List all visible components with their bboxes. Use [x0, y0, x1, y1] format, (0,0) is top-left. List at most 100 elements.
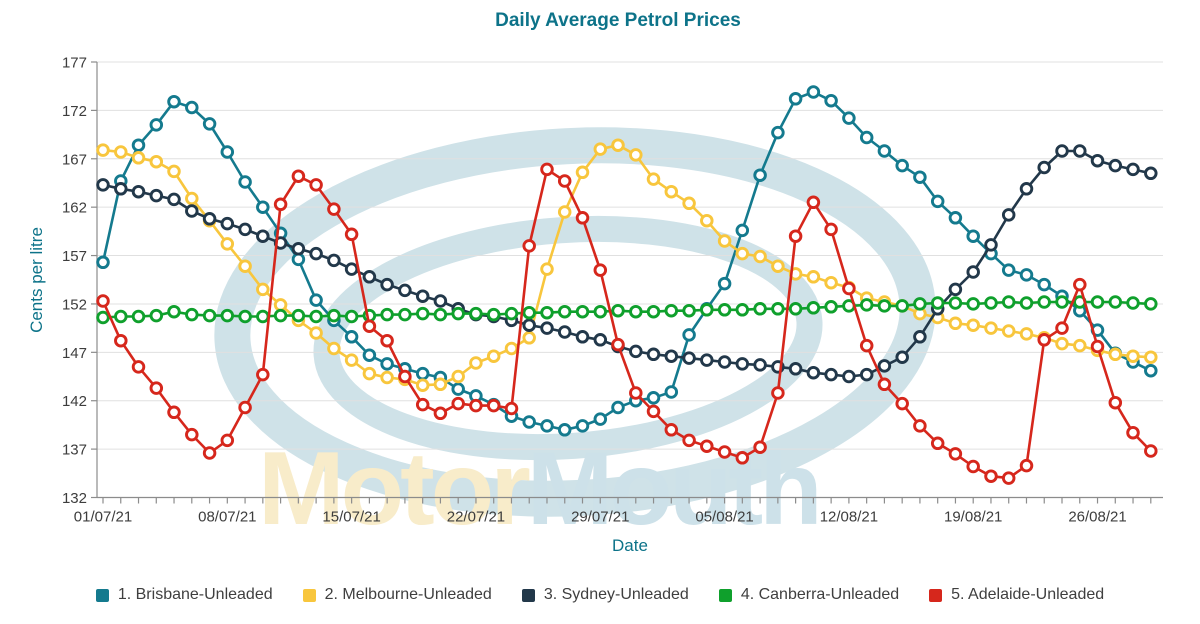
- data-point: [717, 276, 732, 291]
- data-point: [575, 330, 590, 344]
- data-point: [682, 196, 696, 211]
- data-point: [717, 355, 732, 369]
- data-point: [682, 328, 696, 342]
- y-tick-label: 132: [62, 490, 87, 507]
- data-point: [486, 398, 501, 413]
- data-point: [735, 303, 750, 317]
- data-point: [788, 302, 803, 316]
- x-tick-label: 29/07/21: [571, 509, 629, 526]
- data-point: [220, 216, 235, 231]
- data-point: [966, 265, 980, 279]
- data-point: [948, 282, 963, 297]
- data-point: [185, 100, 199, 115]
- data-point: [771, 302, 785, 316]
- data-point: [1019, 268, 1034, 282]
- data-point: [1090, 339, 1105, 354]
- data-point: [415, 397, 430, 412]
- data-point: [486, 349, 501, 363]
- data-point: [433, 377, 448, 392]
- data-point: [877, 144, 892, 158]
- legend-item-canberra[interactable]: 4. Canberra-Unleaded: [718, 586, 899, 604]
- data-point: [380, 357, 394, 371]
- legend-item-sydney[interactable]: 3. Sydney-Unleaded: [521, 586, 689, 604]
- data-point: [469, 398, 483, 413]
- data-point: [1019, 327, 1034, 341]
- data-point: [1108, 395, 1123, 410]
- data-point: [735, 246, 750, 261]
- data-point: [948, 316, 963, 331]
- data-point: [309, 293, 323, 307]
- data-point: [629, 344, 643, 359]
- legend-item-adelaide[interactable]: 5. Adelaide-Unleaded: [929, 586, 1104, 604]
- data-point: [327, 253, 341, 268]
- data-point: [451, 306, 465, 321]
- y-tick-label: 137: [62, 442, 87, 459]
- data-point: [1019, 458, 1034, 473]
- data-point: [238, 259, 252, 273]
- data-point: [664, 385, 679, 399]
- data-point: [646, 172, 661, 186]
- data-point: [309, 246, 323, 261]
- data-point: [185, 307, 199, 322]
- data-point: [575, 419, 590, 433]
- data-point: [629, 148, 643, 162]
- data-point: [415, 378, 430, 392]
- data-point: [273, 308, 288, 323]
- data-point: [238, 309, 252, 324]
- data-point: [504, 341, 519, 356]
- data-point: [344, 353, 359, 367]
- data-point: [114, 333, 128, 348]
- data-point: [700, 303, 714, 317]
- data-point: [486, 307, 501, 322]
- data-point: [238, 222, 252, 237]
- data-point: [806, 195, 821, 210]
- data-point: [540, 305, 554, 320]
- data-point: [1090, 295, 1105, 309]
- data-point: [824, 300, 838, 314]
- data-point: [327, 341, 341, 356]
- x-tick-label: 01/07/21: [74, 509, 132, 526]
- data-point: [753, 168, 767, 182]
- data-point: [131, 360, 146, 374]
- data-point: [362, 270, 377, 284]
- data-point: [380, 307, 394, 322]
- data-point: [327, 202, 341, 216]
- data-point: [1108, 158, 1123, 173]
- data-point: [824, 367, 838, 382]
- data-point: [753, 440, 767, 454]
- legend-item-brisbane[interactable]: 1. Brisbane-Unleaded: [95, 586, 273, 604]
- data-point: [1055, 336, 1069, 351]
- data-point: [362, 319, 377, 333]
- watermark-swoosh-inner: [313, 215, 823, 461]
- y-tick-label: 157: [62, 248, 87, 265]
- data-point: [717, 303, 732, 317]
- data-point: [256, 282, 270, 297]
- data-point: [859, 130, 874, 145]
- data-point: [824, 275, 838, 290]
- data-point: [1001, 295, 1016, 309]
- data-point: [1001, 263, 1016, 277]
- data-point: [167, 405, 181, 420]
- data-point: [1144, 297, 1158, 311]
- data-point: [735, 357, 750, 371]
- data-point: [984, 321, 998, 335]
- data-point: [877, 359, 892, 373]
- data-point: [273, 298, 288, 312]
- data-point: [149, 308, 164, 323]
- legend-label-sydney: 3. Sydney-Unleaded: [543, 586, 689, 603]
- data-point: [1001, 324, 1016, 338]
- data-point: [646, 404, 661, 419]
- data-point: [557, 205, 572, 219]
- data-point: [380, 333, 394, 348]
- data-point: [202, 117, 217, 131]
- legend-item-melbourne[interactable]: 2. Melbourne-Unleaded: [302, 586, 492, 604]
- data-point: [131, 151, 146, 165]
- y-tick-label: 177: [62, 55, 87, 72]
- data-point: [966, 297, 980, 311]
- data-point: [131, 184, 146, 199]
- data-point: [895, 299, 909, 313]
- x-tick-label: 05/08/21: [695, 509, 753, 526]
- legend-label-adelaide: 5. Adelaide-Unleaded: [951, 586, 1105, 603]
- data-point: [771, 386, 785, 400]
- data-point: [149, 188, 164, 203]
